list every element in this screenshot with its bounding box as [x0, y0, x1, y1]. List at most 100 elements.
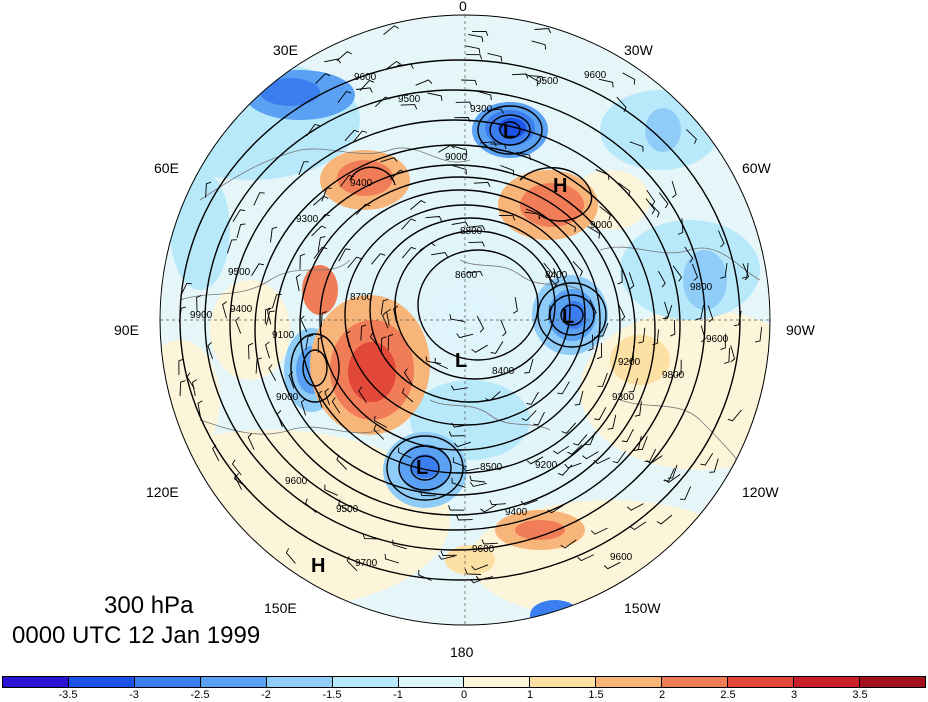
contour-label: 9700 — [355, 558, 378, 569]
wind-barb — [398, 447, 412, 459]
wind-barb — [431, 252, 448, 257]
wind-barb — [347, 256, 362, 269]
wind-barb — [577, 554, 595, 562]
colorbar-tick-label: 3 — [790, 689, 798, 701]
contour-label: 9400 — [505, 507, 528, 518]
wind-barb — [276, 410, 283, 428]
colorbar — [2, 676, 926, 688]
low-pressure-marker: L — [455, 350, 467, 372]
wind-barb — [338, 248, 351, 262]
wind-barb — [582, 451, 599, 460]
contour-label: 9900 — [190, 310, 213, 321]
wind-barb — [179, 380, 186, 397]
contour-label: 9400 — [350, 178, 373, 189]
wind-barb — [320, 311, 327, 328]
wind-barb — [645, 198, 656, 215]
wind-barb — [454, 117, 471, 123]
wind-barb — [487, 52, 503, 62]
wind-barb — [622, 72, 636, 85]
wind-barb — [634, 401, 642, 417]
wind-barb — [336, 454, 348, 470]
polar-map: L L L L H H 9600 9500 9300 9600 9500 940… — [159, 14, 771, 626]
wind-barb — [234, 473, 247, 488]
low-pressure-marker: L — [416, 457, 428, 479]
colorbar-box — [398, 677, 465, 687]
wind-barb — [300, 398, 307, 416]
wind-barb — [455, 101, 473, 107]
wind-barb — [196, 295, 202, 312]
wind-barb — [480, 141, 497, 147]
wind-barb — [401, 218, 416, 230]
contour-label: 9600 — [706, 334, 729, 345]
wind-barb — [562, 220, 576, 233]
wind-barb — [369, 332, 380, 348]
wind-barb — [383, 25, 399, 35]
wind-barb — [465, 45, 481, 54]
wind-barb — [524, 358, 534, 374]
wind-barb — [470, 481, 487, 487]
colorbar-tick-label: 3.5 — [852, 689, 868, 701]
wind-barb — [587, 226, 601, 239]
wind-barb — [236, 223, 246, 239]
wind-barb — [560, 539, 577, 549]
lon-label-90w: 90W — [786, 322, 815, 338]
wind-barb — [649, 202, 660, 218]
wind-barbs — [178, 25, 763, 584]
wind-barb — [306, 123, 320, 137]
wind-barb — [709, 458, 719, 473]
wind-barb — [616, 96, 627, 113]
wind-barb — [720, 263, 728, 279]
wind-barb — [618, 304, 626, 321]
wind-barb — [676, 359, 682, 377]
colorbar-box — [266, 677, 333, 687]
wind-barb — [232, 209, 246, 222]
wind-barb — [268, 364, 276, 381]
wind-barb — [515, 151, 531, 161]
high-pressure-marker: H — [553, 175, 567, 197]
contour-label: 9000 — [276, 392, 299, 403]
wind-barb — [453, 441, 471, 448]
wind-barb — [700, 453, 714, 466]
wind-barb — [618, 182, 631, 197]
wind-barb — [628, 345, 635, 362]
wind-barb — [448, 505, 465, 511]
wind-barb — [695, 304, 705, 320]
wind-barb — [589, 299, 597, 317]
colorbar-tick-label: 0 — [460, 689, 468, 701]
wind-barb — [453, 457, 467, 468]
wind-barb — [331, 397, 341, 414]
wind-barb — [456, 515, 473, 521]
wind-barb — [251, 263, 264, 276]
wind-barb — [410, 200, 426, 210]
wind-barb — [253, 192, 265, 206]
wind-barb — [401, 246, 417, 259]
wind-barb — [567, 444, 583, 455]
wind-barb — [717, 230, 725, 248]
wind-barb — [754, 326, 763, 343]
wind-barb — [671, 180, 677, 198]
colorbar-box — [332, 677, 399, 687]
wind-barb — [440, 550, 457, 556]
wind-barb — [344, 129, 360, 142]
wind-barb — [397, 63, 414, 69]
wind-barb — [316, 213, 331, 226]
colorbar-box — [464, 677, 531, 687]
wind-barb — [526, 208, 540, 220]
lon-label-30e: 30E — [273, 42, 298, 58]
wind-barb — [480, 504, 497, 513]
wind-barb — [265, 310, 275, 326]
wind-barb — [384, 60, 401, 71]
wind-barb — [498, 215, 516, 221]
wind-barb — [380, 157, 398, 163]
contour-label: 9200 — [618, 357, 641, 368]
contour-label: 9000 — [590, 220, 613, 231]
wind-barb — [679, 486, 692, 500]
contour-label: 9500 — [336, 504, 359, 515]
wind-barb — [597, 372, 608, 387]
contour-labels: 9600 9500 9300 9600 9500 9400 9000 9300 … — [190, 70, 729, 569]
wind-barb — [490, 341, 504, 354]
wind-barb — [362, 533, 379, 540]
wind-barb — [521, 410, 537, 422]
shaded-anomaly-field — [160, 15, 770, 625]
wind-barb — [386, 308, 392, 326]
